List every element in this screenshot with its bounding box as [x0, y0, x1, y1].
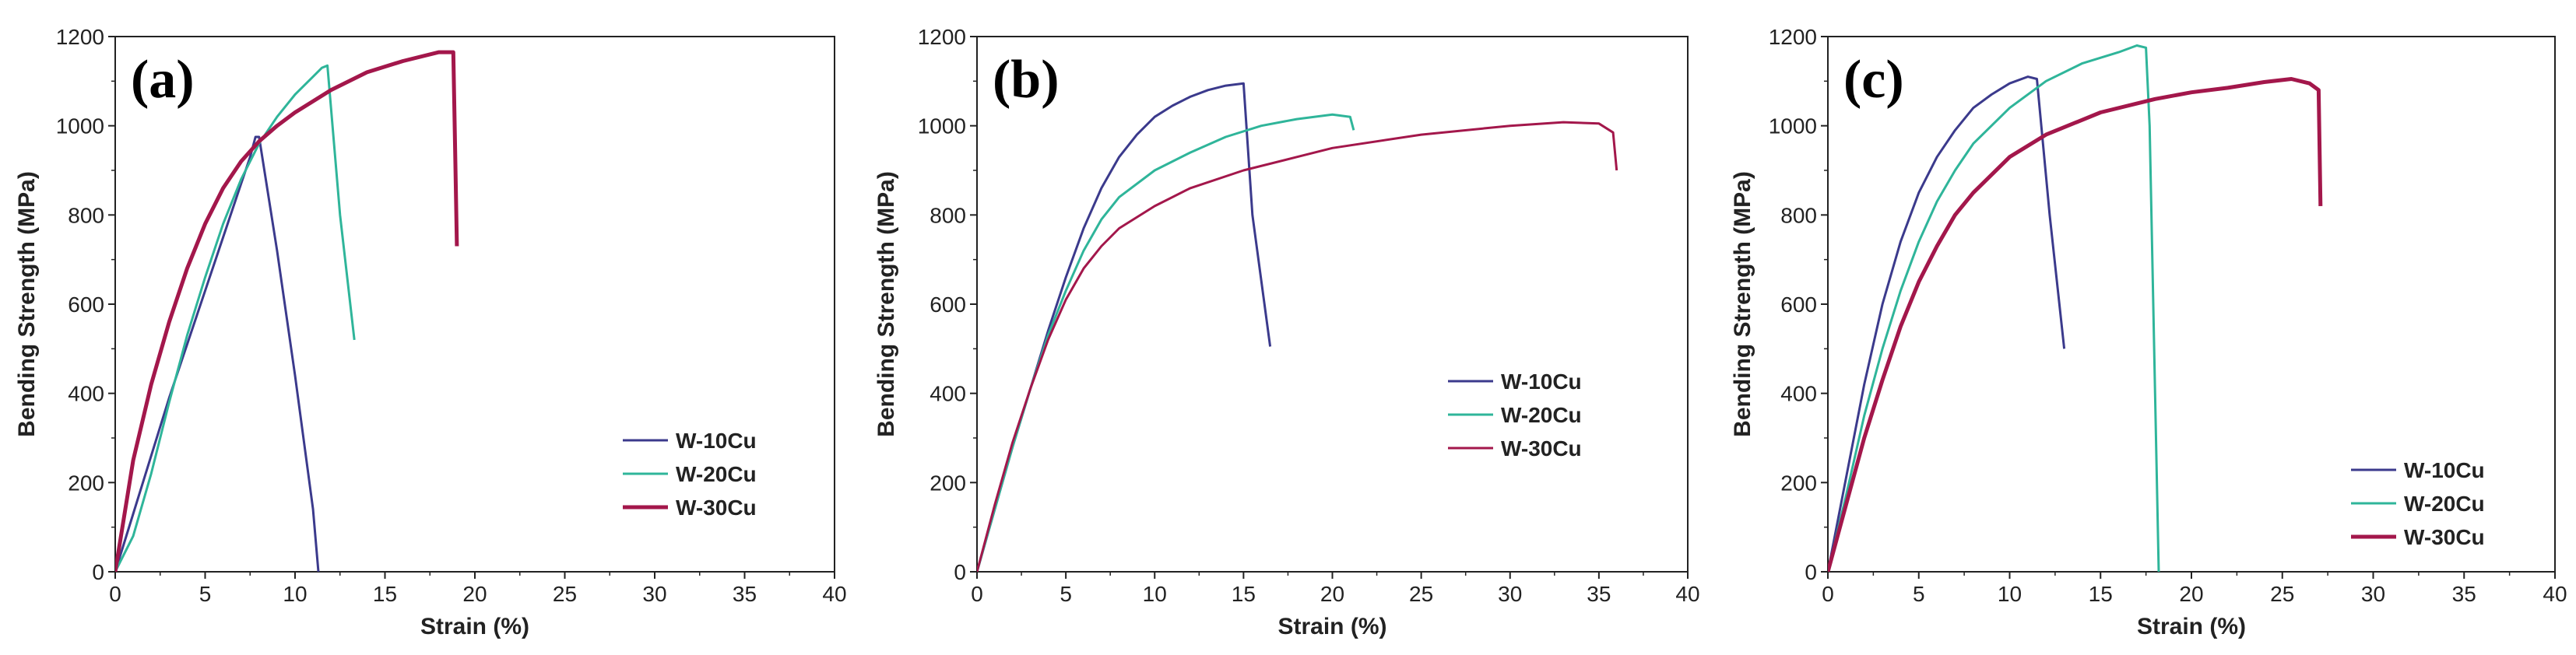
legend-label: W-30Cu [1501, 436, 1582, 461]
y-tick-label: 800 [930, 203, 966, 227]
x-tick-label: 10 [1143, 582, 1167, 606]
y-tick-label: 1000 [56, 114, 104, 138]
legend-label: W-20Cu [2404, 492, 2485, 516]
y-tick-label: 400 [1780, 382, 1817, 406]
x-tick-label: 35 [733, 582, 757, 606]
y-axis-title: Bending Strength (MPa) [1730, 171, 1755, 437]
chart-panel-c: 0 5 10 15 20 25 30 35 40020040060080010001200Str… [1730, 25, 2567, 639]
y-tick-label: 400 [68, 382, 104, 406]
legend-label: W-10Cu [2404, 458, 2485, 482]
series-line-w-30cu [115, 50, 459, 572]
x-axis-title: Strain (%) [420, 614, 529, 639]
series-line-w-30cu [977, 121, 1618, 572]
x-tick-label: 5 [1913, 582, 1925, 606]
x-tick-label: 30 [642, 582, 666, 606]
x-tick-label: 35 [2452, 582, 2476, 606]
x-tick-label: 40 [2543, 582, 2567, 606]
legend-label: W-30Cu [676, 496, 757, 520]
x-tick-label: 0 [1822, 582, 1834, 606]
y-tick-label: 800 [68, 203, 104, 227]
legend-label: W-20Cu [1501, 403, 1582, 427]
panel-label: (b) [993, 50, 1060, 110]
x-tick-label: 10 [283, 582, 307, 606]
plot-frame [114, 36, 835, 573]
plot-frame [976, 36, 1689, 573]
x-tick-label: 25 [2270, 582, 2294, 606]
y-axis-title: Bending Strength (MPa) [873, 171, 899, 437]
y-tick-label: 0 [954, 560, 966, 584]
y-tick-label: 800 [1780, 203, 1817, 227]
y-tick-label: 200 [68, 471, 104, 495]
x-tick-label: 15 [1232, 582, 1256, 606]
y-axis-title: Bending Strength (MPa) [14, 171, 40, 437]
y-tick-label: 1200 [56, 25, 104, 49]
chart-panel-b: 0 5 10 15 20 25 30 35 40020040060080010001200Str… [873, 25, 1700, 639]
x-tick-label: 25 [1409, 582, 1433, 606]
series-line-w-20cu [1828, 44, 2160, 572]
legend-label: W-20Cu [676, 462, 757, 486]
series-line-w-20cu [977, 113, 1355, 572]
y-tick-label: 1200 [918, 25, 966, 49]
x-tick-label: 0 [971, 582, 983, 606]
y-tick-label: 0 [92, 560, 104, 584]
x-tick-label: 10 [1998, 582, 2022, 606]
y-tick-label: 1000 [918, 114, 966, 138]
series-line-w-10cu [1828, 75, 2066, 572]
x-tick-label: 20 [2179, 582, 2203, 606]
y-tick-label: 1000 [1769, 114, 1817, 138]
y-tick-label: 1200 [1769, 25, 1817, 49]
y-tick-label: 600 [930, 292, 966, 317]
x-tick-label: 30 [1498, 582, 1522, 606]
legend-label: W-30Cu [2404, 525, 2485, 549]
x-tick-label: 25 [553, 582, 577, 606]
x-tick-label: 15 [2089, 582, 2113, 606]
series-line-w-30cu [1828, 77, 2323, 572]
chart-panel-a: 0 5 10 15 20 25 30 35 40020040060080010001200Str… [14, 25, 847, 639]
series-line-w-20cu [115, 64, 356, 572]
y-tick-label: 600 [1780, 292, 1817, 317]
x-tick-label: 35 [1587, 582, 1611, 606]
series-line-w-10cu [977, 82, 1272, 572]
x-tick-label: 5 [199, 582, 212, 606]
panel-label: (c) [1843, 50, 1904, 110]
x-tick-label: 0 [109, 582, 121, 606]
x-tick-label: 40 [822, 582, 846, 606]
x-tick-label: 5 [1060, 582, 1072, 606]
panel-label: (a) [131, 50, 195, 110]
x-axis-title: Strain (%) [2137, 614, 2246, 639]
x-tick-label: 30 [2361, 582, 2385, 606]
x-tick-label: 20 [1320, 582, 1344, 606]
series-line-w-10cu [115, 135, 320, 572]
x-tick-label: 40 [1675, 582, 1699, 606]
x-tick-label: 20 [462, 582, 487, 606]
x-axis-title: Strain (%) [1277, 614, 1386, 639]
legend-label: W-10Cu [676, 429, 757, 453]
y-tick-label: 200 [930, 471, 966, 495]
y-tick-label: 200 [1780, 471, 1817, 495]
legend-label: W-10Cu [1501, 370, 1582, 394]
x-tick-label: 15 [373, 582, 397, 606]
y-tick-label: 600 [68, 292, 104, 317]
y-tick-label: 0 [1805, 560, 1817, 584]
y-tick-label: 400 [930, 382, 966, 406]
